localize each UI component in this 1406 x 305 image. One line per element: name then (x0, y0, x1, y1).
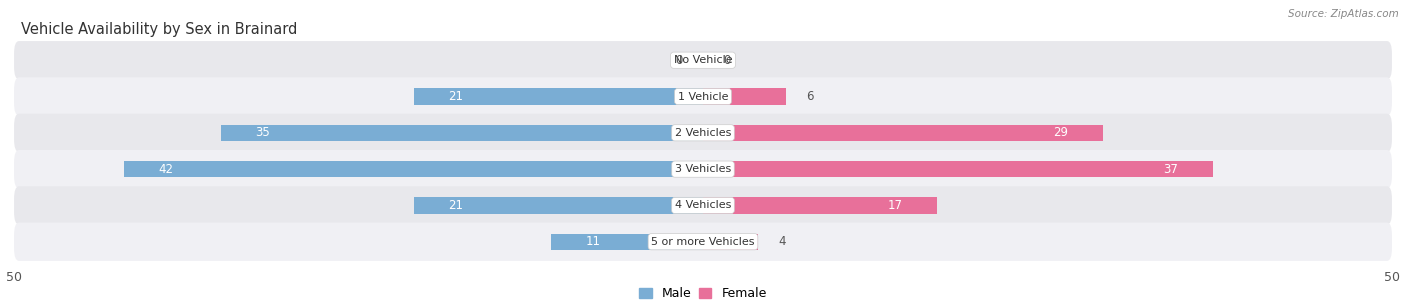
Text: 37: 37 (1164, 163, 1178, 176)
Text: 21: 21 (449, 199, 463, 212)
Text: 11: 11 (586, 235, 600, 248)
Text: 3 Vehicles: 3 Vehicles (675, 164, 731, 174)
Legend: Male, Female: Male, Female (640, 287, 766, 300)
FancyBboxPatch shape (14, 186, 1392, 224)
Bar (703, 125, 1102, 141)
Bar (124, 161, 703, 177)
Bar (703, 234, 758, 250)
Bar (703, 88, 786, 105)
Bar (221, 125, 703, 141)
Bar (703, 161, 1213, 177)
FancyBboxPatch shape (14, 114, 1392, 152)
Text: 4: 4 (779, 235, 786, 248)
Text: No Vehicle: No Vehicle (673, 55, 733, 65)
Text: 0: 0 (724, 54, 731, 67)
Bar (551, 234, 703, 250)
Text: 29: 29 (1053, 126, 1069, 139)
Bar (413, 197, 703, 214)
Text: Source: ZipAtlas.com: Source: ZipAtlas.com (1288, 9, 1399, 19)
FancyBboxPatch shape (14, 223, 1392, 261)
FancyBboxPatch shape (14, 77, 1392, 116)
Text: 35: 35 (254, 126, 270, 139)
Text: 2 Vehicles: 2 Vehicles (675, 128, 731, 138)
Bar (703, 197, 938, 214)
Bar (413, 88, 703, 105)
Text: 42: 42 (159, 163, 174, 176)
Text: 5 or more Vehicles: 5 or more Vehicles (651, 237, 755, 247)
Text: 0: 0 (675, 54, 682, 67)
Text: 21: 21 (449, 90, 463, 103)
FancyBboxPatch shape (14, 41, 1392, 79)
Text: 17: 17 (887, 199, 903, 212)
Text: 1 Vehicle: 1 Vehicle (678, 92, 728, 102)
Text: Vehicle Availability by Sex in Brainard: Vehicle Availability by Sex in Brainard (21, 22, 297, 37)
FancyBboxPatch shape (14, 150, 1392, 188)
Text: 4 Vehicles: 4 Vehicles (675, 200, 731, 210)
Text: 6: 6 (807, 90, 814, 103)
